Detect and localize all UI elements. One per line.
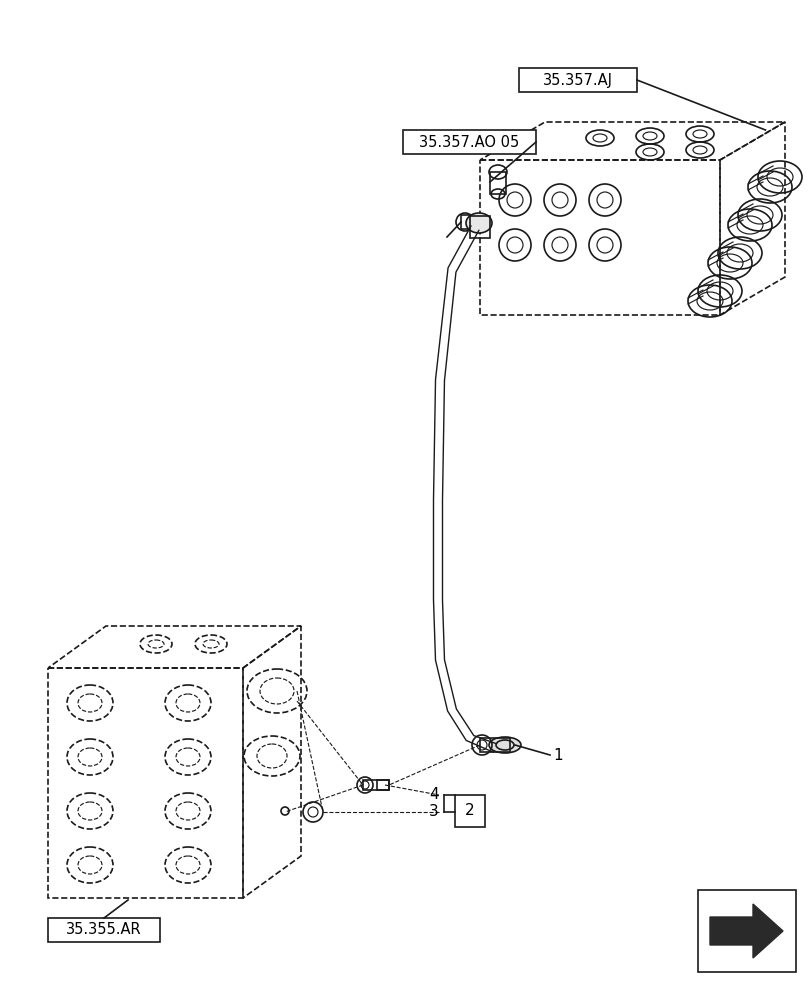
Text: 35.355.AR: 35.355.AR: [67, 922, 142, 937]
Polygon shape: [709, 904, 782, 958]
Bar: [697, 890, 795, 972]
Text: 35.357.AJ: 35.357.AJ: [543, 73, 612, 88]
Ellipse shape: [488, 737, 521, 753]
Bar: [454, 795, 484, 827]
Bar: [376, 780, 388, 790]
Text: 4: 4: [429, 787, 439, 802]
Text: 3: 3: [429, 804, 439, 819]
Bar: [489, 172, 505, 194]
Text: 1: 1: [552, 748, 562, 762]
Text: 35.357.AO 05: 35.357.AO 05: [418, 135, 518, 150]
Bar: [479, 738, 509, 752]
Bar: [402, 130, 535, 154]
Bar: [479, 160, 719, 315]
Bar: [461, 215, 483, 229]
Bar: [518, 68, 636, 92]
Ellipse shape: [466, 213, 491, 233]
Bar: [48, 668, 242, 898]
Bar: [48, 918, 160, 942]
Text: 2: 2: [465, 803, 474, 818]
Bar: [470, 216, 489, 238]
Bar: [363, 780, 388, 790]
